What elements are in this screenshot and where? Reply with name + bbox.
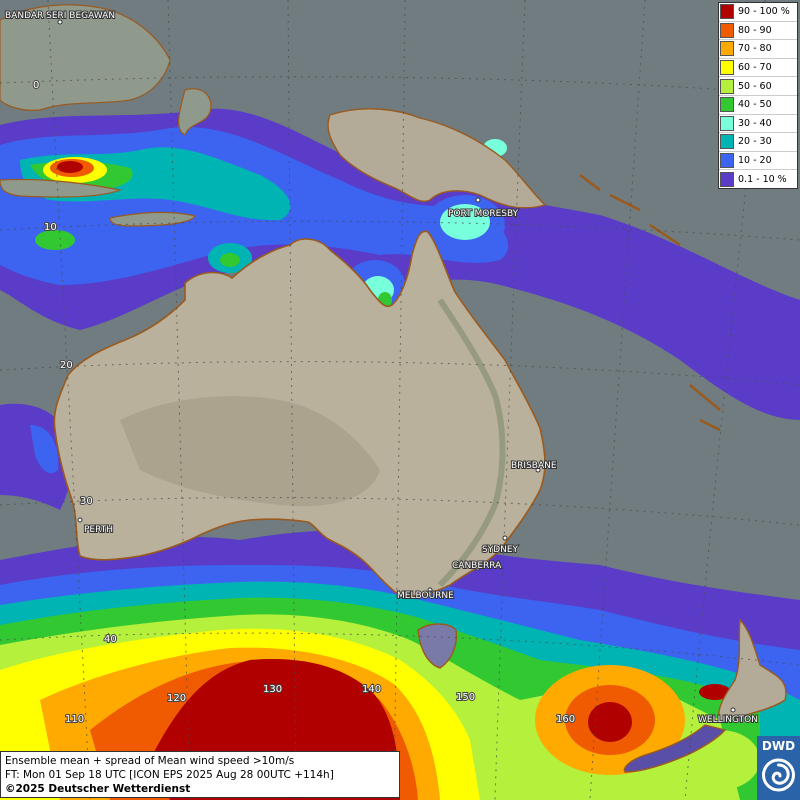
legend-label: 80 - 90 [738,24,772,36]
prob-patch-arafura-2 [220,253,240,267]
legend-row: 0.1 - 10 % [719,170,797,188]
info-box: Ensemble mean + spread of Mean wind spee… [0,751,400,798]
legend-label: 90 - 100 % [738,6,790,18]
nz-north-island [718,618,787,723]
legend-row: 10 - 20 [719,152,797,171]
probability-legend: 90 - 100 % 80 - 90 70 - 80 60 - 70 50 - 60 40… [718,2,798,189]
legend-swatch [720,60,734,76]
dwd-logo-text: DWD [761,739,796,753]
timor-landmass [109,211,196,227]
legend-row: 30 - 40 [719,115,797,134]
legend-row: 80 - 90 [719,22,797,41]
lat-label-0: 0 [33,80,39,91]
legend-swatch [720,4,734,20]
lat-label-40: 40 [104,634,117,645]
legend-label: 60 - 70 [738,62,772,74]
lon-label-140: 140 [362,684,381,695]
australia-interior-shading [120,396,380,507]
legend-swatch [720,153,734,169]
lon-label-160: 160 [556,714,575,725]
city-label-port-moresby: PORT MORESBY [448,209,519,219]
lat-label-20: 20 [60,360,73,371]
nz-south-island [623,724,727,773]
city-label-sydney: SYDNEY [482,545,519,555]
legend-label: 10 - 20 [738,155,772,167]
new-guinea-landmass [327,108,547,209]
legend-row: 60 - 70 [719,59,797,78]
city-label-bandar: BANDAR SERI BEGAWAN [5,11,115,21]
copyright: ©2025 Deutscher Wetterdienst [5,783,191,795]
legend-swatch [720,171,734,187]
legend-swatch [720,41,734,57]
legend-swatch [720,134,734,150]
dwd-logo: DWD [757,736,800,800]
solomon-islands [579,174,721,432]
lat-label-30: 30 [80,496,93,507]
lon-label-150: 150 [456,692,475,703]
city-label-wellington: WELLINGTON [698,715,758,725]
legend-row: 20 - 30 [719,133,797,152]
city-label-perth: PERTH [84,525,113,535]
prob-band-west-2 [30,425,59,474]
borneo-landmass [0,4,171,111]
lon-label-130: 130 [263,684,282,695]
city-label-brisbane: BRISBANE [511,461,557,471]
legend-swatch [720,115,734,131]
city-label-canberra: CANBERRA [452,561,502,571]
city-markers [57,19,736,713]
legend-row: 50 - 60 [719,77,797,96]
legend-swatch [720,97,734,113]
sulawesi-landmass [178,88,212,136]
city-label-melbourne: MELBOURNE [397,591,454,601]
legend-row: 70 - 80 [719,40,797,59]
tasmania-landmass [417,623,458,669]
forecast-time: FT: Mon 01 Sep 18 UTC [ICON EPS 2025 Aug… [5,769,334,781]
legend-label: 0.1 - 10 % [738,173,787,185]
prob-patch-tasman-3 [588,702,632,742]
prob-patch-cook [699,684,731,700]
legend-label: 50 - 60 [738,80,772,92]
swirl-icon [762,758,795,792]
lat-label-10: 10 [44,222,57,233]
java-landmass [0,178,123,198]
legend-label: 40 - 50 [738,99,772,111]
australia-east-highlands [437,298,506,588]
prob-patch-timor-2 [35,230,75,250]
prob-patch-png-2 [440,204,490,240]
legend-swatch [720,78,734,94]
legend-label: 30 - 40 [738,117,772,129]
legend-label: 70 - 80 [738,43,772,55]
map-title: Ensemble mean + spread of Mean wind spee… [5,755,295,767]
legend-row: 90 - 100 % [719,3,797,22]
legend-row: 40 - 50 [719,96,797,115]
lon-label-110: 110 [65,714,84,725]
lon-label-120: 120 [167,693,186,704]
legend-swatch [720,22,734,38]
prob-hotspot-north-3 [57,161,83,173]
legend-label: 20 - 30 [738,136,772,148]
